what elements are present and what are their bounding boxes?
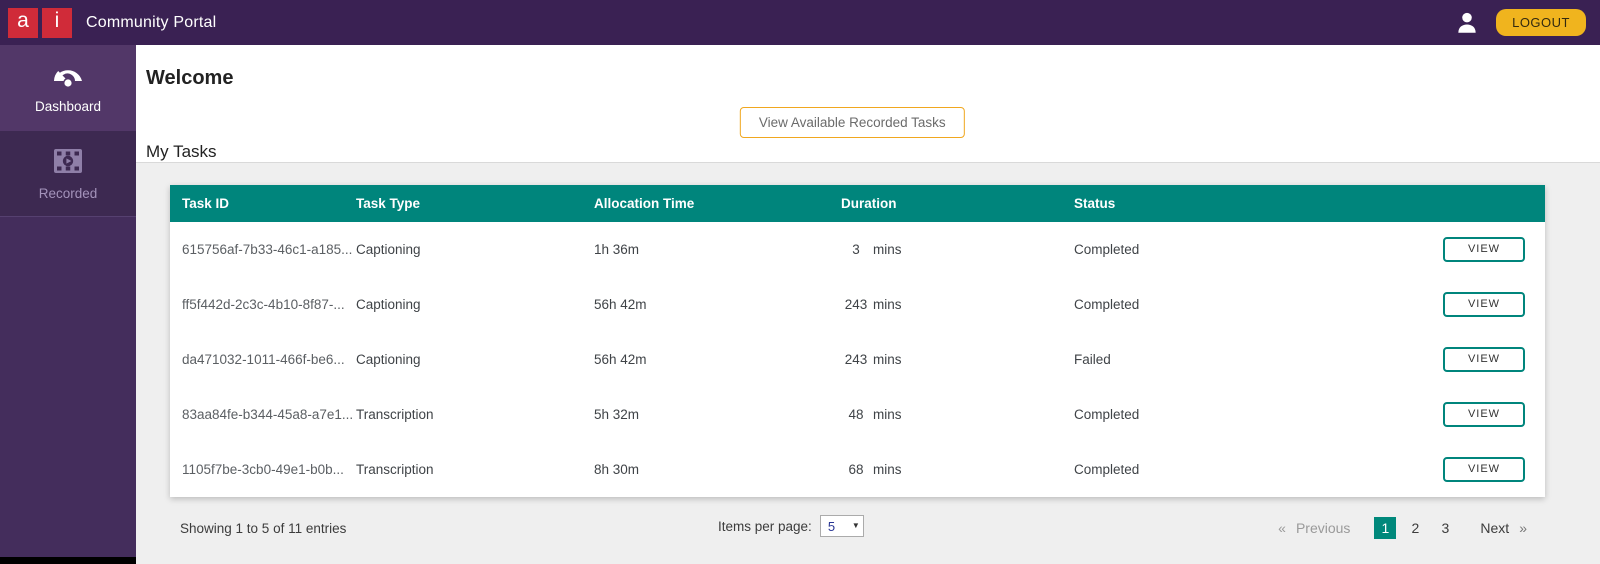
pagination-page-3[interactable]: 3 [1441, 520, 1450, 536]
items-per-page-control: Items per page: 5 ▼ [718, 515, 864, 537]
logo-letter-i: i [42, 7, 72, 38]
pagination-next-arrow[interactable]: » [1519, 520, 1527, 536]
cell-task-type: Captioning [356, 242, 421, 257]
view-task-button[interactable]: VIEW [1443, 347, 1525, 372]
cell-allocation-time: 56h 42m [594, 297, 647, 312]
cell-allocation-time: 56h 42m [594, 352, 647, 367]
column-header-task-type: Task Type [356, 196, 421, 211]
view-task-button[interactable]: VIEW [1443, 237, 1525, 262]
video-film-icon [52, 147, 84, 180]
pagination-next-button[interactable]: Next [1480, 520, 1510, 536]
cell-task-type: Captioning [356, 297, 421, 312]
cell-duration: 243 mins [844, 297, 902, 312]
cell-task-id: 1105f7be-3cb0-49e1-b0b... [182, 462, 344, 477]
sidebar-item-label: Dashboard [34, 99, 102, 114]
pagination-page-1[interactable]: 1 [1374, 517, 1397, 539]
cell-task-type: Captioning [356, 352, 421, 367]
table-body: 615756af-7b33-46c1-a185... Captioning 1h… [170, 222, 1545, 497]
gauge-icon [51, 62, 85, 93]
page-header-section: Welcome View Available Recorded Tasks My… [136, 45, 1600, 163]
column-header-status: Status [1074, 196, 1116, 211]
cell-task-id: 83aa84fe-b344-45a8-a7e1... [182, 407, 354, 422]
logout-button[interactable]: LOGOUT [1496, 9, 1586, 36]
cell-allocation-time: 5h 32m [594, 407, 640, 422]
table-row: da471032-1011-466f-be6... Captioning 56h… [170, 332, 1545, 387]
cell-task-id: 615756af-7b33-46c1-a185... [182, 242, 353, 257]
cell-status: Completed [1074, 407, 1140, 422]
pagination-prev-arrow[interactable]: « [1278, 520, 1286, 536]
cell-status: Failed [1074, 352, 1111, 367]
cell-task-id: da471032-1011-466f-be6... [182, 352, 345, 367]
table-row: 615756af-7b33-46c1-a185... Captioning 1h… [170, 222, 1545, 277]
table-row: ff5f442d-2c3c-4b10-8f87-... Captioning 5… [170, 277, 1545, 332]
column-header-duration: Duration [841, 196, 897, 211]
main-content: Welcome View Available Recorded Tasks My… [136, 45, 1600, 564]
items-per-page-label: Items per page: [718, 518, 812, 534]
cell-allocation-time: 1h 36m [594, 242, 640, 257]
cell-task-type: Transcription [356, 407, 434, 422]
cell-status: Completed [1074, 462, 1140, 477]
app-logo: a i [8, 7, 72, 38]
sidebar-item-dashboard[interactable]: Dashboard [0, 45, 136, 131]
cell-status: Completed [1074, 297, 1140, 312]
cell-duration: 3 mins [852, 242, 902, 257]
topbar: a i Community Portal LOGOUT [0, 0, 1600, 45]
items-per-page-select[interactable]: 5 [819, 515, 864, 537]
view-task-button[interactable]: VIEW [1443, 292, 1525, 317]
table-header-row: Task ID Task Type Allocation Time Durati… [170, 185, 1545, 222]
pagination-previous-button[interactable]: Previous [1295, 520, 1351, 536]
sidebar-item-label: Recorded [38, 185, 98, 201]
sidebar-item-recorded[interactable]: Recorded [0, 131, 136, 217]
app-title: Community Portal [86, 13, 217, 31]
cell-task-type: Transcription [356, 462, 434, 477]
sidebar: Dashboard Recorded [0, 45, 136, 564]
cell-allocation-time: 8h 30m [594, 462, 640, 477]
page-title: Welcome [146, 67, 234, 89]
cell-task-id: ff5f442d-2c3c-4b10-8f87-... [182, 297, 345, 312]
column-header-allocation-time: Allocation Time [594, 196, 695, 211]
cell-status: Completed [1074, 242, 1140, 257]
user-account-icon[interactable] [1454, 10, 1480, 36]
column-header-task-id: Task ID [182, 196, 230, 211]
section-title: My Tasks [146, 142, 217, 161]
entries-summary: Showing 1 to 5 of 11 entries [180, 520, 347, 536]
cell-duration: 243 mins [844, 352, 902, 367]
tasks-section: Task ID Task Type Allocation Time Durati… [136, 163, 1600, 564]
pagination-page-2[interactable]: 2 [1411, 520, 1420, 536]
tasks-table: Task ID Task Type Allocation Time Durati… [170, 185, 1545, 497]
table-row: 1105f7be-3cb0-49e1-b0b... Transcription … [170, 442, 1545, 497]
cell-duration: 48 mins [848, 407, 902, 422]
table-footer: Showing 1 to 5 of 11 entries Items per p… [170, 513, 1545, 543]
logo-letter-a: a [8, 7, 38, 38]
cell-duration: 68 mins [848, 462, 902, 477]
table-row: 83aa84fe-b344-45a8-a7e1... Transcription… [170, 387, 1545, 442]
view-task-button[interactable]: VIEW [1443, 457, 1525, 482]
sidebar-bottom-edge [0, 557, 136, 564]
view-task-button[interactable]: VIEW [1443, 402, 1525, 427]
view-available-tasks-button[interactable]: View Available Recorded Tasks [739, 107, 965, 138]
